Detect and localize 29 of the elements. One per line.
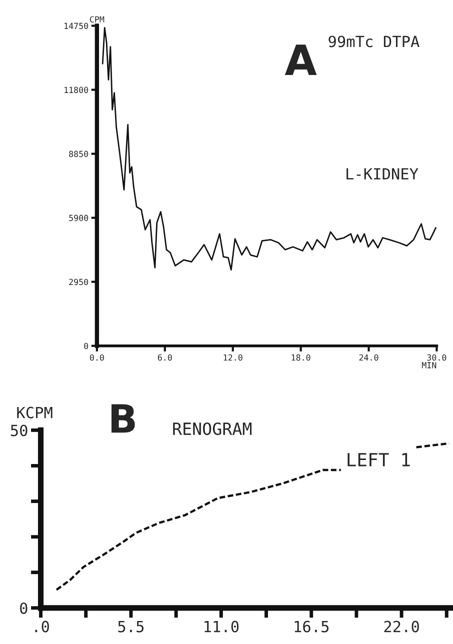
- y-tick-label: 0: [84, 342, 88, 350]
- text: 99mTc DTPA: [328, 36, 420, 48]
- y-tick-label: 5900: [69, 214, 88, 222]
- x-tick-label: 5.5: [118, 620, 144, 632]
- y-tick-label: 11800: [64, 86, 88, 94]
- chart-title: B: [112, 404, 135, 433]
- line-series: [102, 27, 436, 271]
- x-tick-label: 0.0: [90, 354, 104, 361]
- y-tick-label: 8850: [69, 150, 88, 158]
- x-tick-label: 22.0: [384, 620, 419, 632]
- y-tick-label: 0: [20, 602, 28, 614]
- x-tick-label: .0: [35, 620, 49, 632]
- x-tick-label: 6.0: [158, 354, 172, 361]
- x-tick-label: 18.0: [292, 354, 310, 361]
- y-tick-label: 2950: [69, 278, 88, 286]
- y-tick-label: 14750: [64, 22, 88, 30]
- series-label: LEFT 1: [348, 453, 410, 466]
- y-axis-title: CPM: [90, 16, 104, 23]
- text: L-KIDNEY: [346, 168, 418, 180]
- chart-subtitle: RENOGRAM: [173, 422, 252, 436]
- x-axis-title: MIN: [422, 362, 436, 368]
- x-tick-label: 24.0: [359, 354, 378, 361]
- x-tick-label: 11.0: [204, 620, 239, 632]
- x-tick-label: 16.5: [294, 620, 329, 632]
- x-tick-label: 30.0: [427, 354, 446, 361]
- y-tick-label: 50: [10, 424, 28, 436]
- x-tick-label: 12.0: [224, 354, 242, 361]
- chart-title: A: [284, 44, 317, 76]
- y-axis-title: KCPM: [17, 406, 52, 418]
